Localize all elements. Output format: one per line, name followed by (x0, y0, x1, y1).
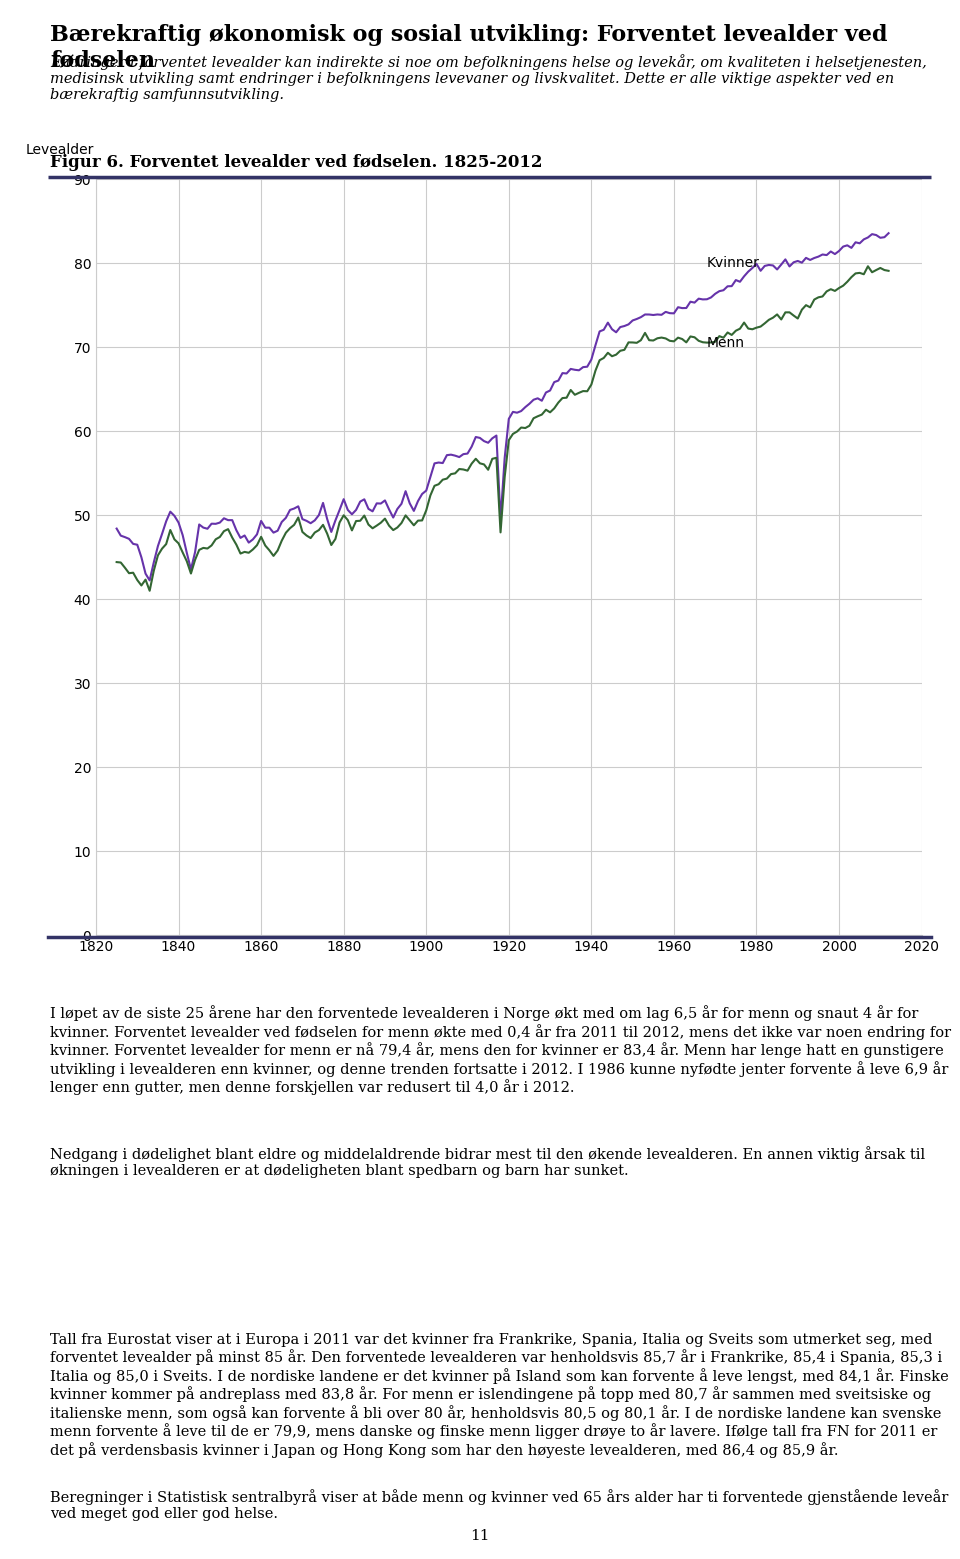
Kvinner (110, 519, 122, 538)
Text: I løpet av de siste 25 årene har den forventede levealderen i Norge økt med om l: I løpet av de siste 25 årene har den for… (50, 1006, 951, 1096)
Menn (862, 257, 874, 276)
Text: Levealder: Levealder (26, 142, 94, 156)
Menn (866, 263, 877, 282)
Kvinner (883, 224, 895, 243)
Kvinner (371, 494, 382, 513)
Line: Menn: Menn (116, 267, 889, 591)
Kvinner (862, 228, 874, 246)
Menn (193, 541, 204, 560)
Kvinner (350, 500, 362, 519)
Text: Endringer i forventet levealder kan indirekte si noe om befolkningens helse og l: Endringer i forventet levealder kan indi… (50, 55, 926, 103)
Text: Nedgang i dødelighet blant eldre og middelaldrende bidrar mest til den økende le: Nedgang i dødelighet blant eldre og midd… (50, 1146, 925, 1179)
Menn (144, 582, 156, 600)
Text: 11: 11 (470, 1529, 490, 1543)
Kvinner (193, 514, 204, 533)
Text: Tall fra Eurostat viser at i Europa i 2011 var det kvinner fra Frankrike, Spania: Tall fra Eurostat viser at i Europa i 20… (50, 1333, 948, 1458)
Text: Figur 6. Forventet levealder ved fødselen. 1825-2012: Figur 6. Forventet levealder ved fødsele… (50, 154, 542, 171)
Text: Beregninger i Statistisk sentralbyrå viser at både menn og kvinner ved 65 års al: Beregninger i Statistisk sentralbyrå vis… (50, 1489, 948, 1522)
Kvinner (144, 571, 156, 589)
Line: Kvinner: Kvinner (116, 234, 889, 580)
Text: Kvinner: Kvinner (707, 257, 759, 271)
Menn (371, 516, 382, 535)
Kvinner (115, 527, 127, 546)
Menn (110, 553, 122, 572)
Menn (115, 553, 127, 572)
Text: Menn: Menn (707, 337, 745, 351)
Menn (350, 511, 362, 530)
Kvinner (396, 494, 407, 513)
Text: Bærekraftig økonomisk og sosial utvikling: Forventet levealder ved fødselen: Bærekraftig økonomisk og sosial utviklin… (50, 23, 887, 72)
Menn (883, 262, 895, 281)
Menn (396, 513, 407, 532)
